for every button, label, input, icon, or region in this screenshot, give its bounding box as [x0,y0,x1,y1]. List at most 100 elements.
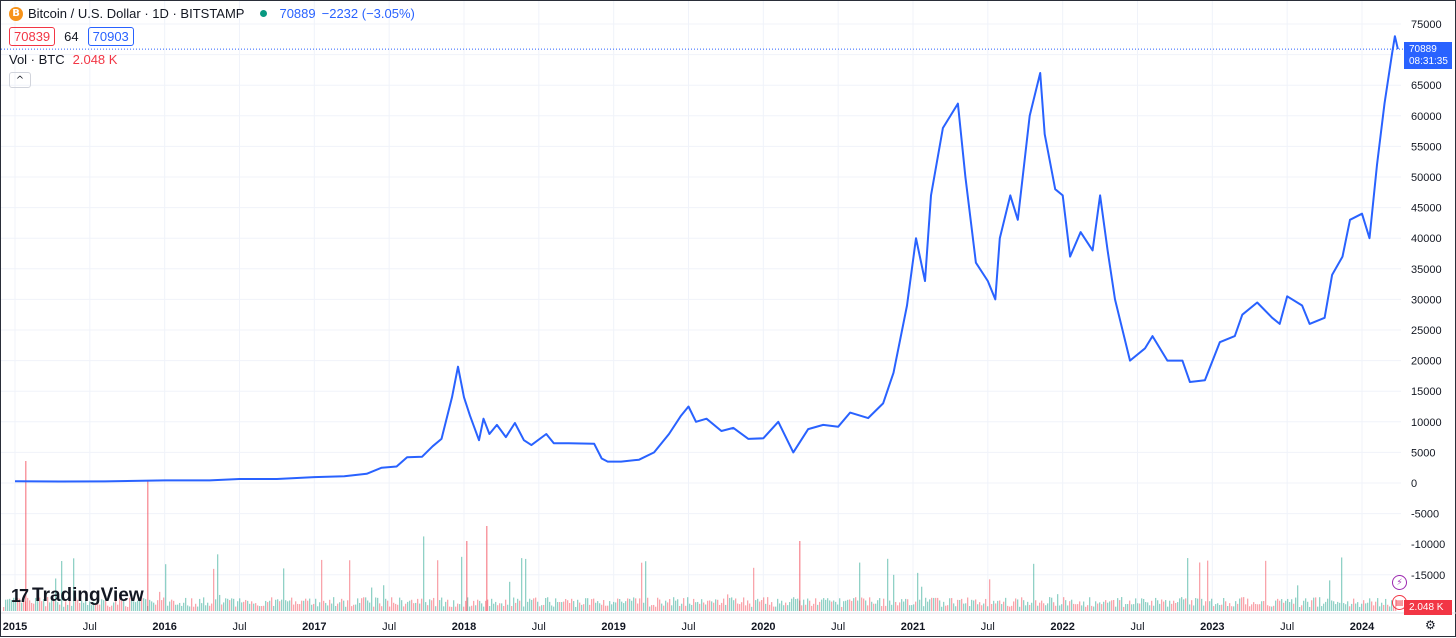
volume-bar [367,600,369,611]
volume-legend[interactable]: Vol · BTC 2.048 K [9,52,117,67]
volume-bar [109,606,111,611]
volume-bar [1155,597,1157,611]
volume-bar [1185,598,1187,611]
volume-bar [677,599,679,611]
price-axis[interactable]: 7500070000650006000055000500004500040000… [1411,19,1445,582]
volume-bar [227,598,229,611]
volume-bar [1087,605,1089,611]
buy-price-button[interactable]: 70903 [87,27,134,46]
lightning-event-icon[interactable]: ⚡ [1392,575,1407,590]
volume-bar [401,600,403,611]
volume-bar [273,605,275,611]
volume-bar [1121,597,1123,611]
volume-bar [873,603,875,611]
volume-bar [683,598,685,611]
volume-bar [315,598,317,611]
volume-bar [897,605,899,611]
volume-bar [1013,601,1015,611]
volume-bar [1287,598,1289,611]
volume-bar [229,600,231,611]
volume-bar [991,604,993,611]
volume-bar [771,602,773,611]
volume-bar [373,606,375,611]
volume-bar [243,601,245,611]
time-axis[interactable]: 2015 Jul 2016 Jul 2017 Jul 2018 Jul 2019 Jul 2020 J… [1,612,1456,633]
volume-bar [705,604,707,611]
market-open-dot-icon [260,10,268,17]
volume-bar [121,600,123,611]
volume-bar [341,598,343,611]
volume-bar [281,599,283,611]
volume-bar [1329,580,1331,611]
volume-bar [93,601,95,611]
volume-bar [869,597,871,611]
y-tick-label: -15000 [1411,570,1445,582]
volume-bar [207,602,209,611]
volume-bar [1157,600,1159,611]
volume-bar [579,602,581,611]
volume-bar [1243,597,1245,611]
volume-bar [985,598,987,611]
volume-bar [757,598,759,611]
volume-bar [453,600,455,611]
volume-bar [927,601,929,611]
volume-bar [231,598,233,611]
volume-bar [333,597,335,611]
volume-bar [1221,604,1223,611]
us-flag-event-icon[interactable]: ▤ [1392,595,1407,610]
volume-bar [1105,600,1107,611]
volume-bar [1179,598,1181,611]
volume-bar [665,600,667,611]
volume-bar [349,560,351,611]
volume-bar [361,598,363,611]
volume-bar [1193,605,1195,611]
btc-price-line [14,35,1399,483]
volume-bar [679,605,681,611]
volume-bar [235,606,237,611]
volume-bar [279,601,281,611]
volume-bar [1135,598,1137,611]
symbol-title[interactable]: Bitcoin / U.S. Dollar · 1D · BITSTAMP [28,6,245,21]
y-tick-label: 50000 [1411,172,1442,184]
collapse-legend-chevron-up-icon[interactable]: ^ [9,72,31,88]
volume-bar [549,601,551,611]
volume-bar [173,600,175,611]
volume-bar [589,604,591,611]
volume-bar [375,597,377,611]
volume-bar [1257,604,1259,611]
volume-bar [943,601,945,611]
volume-bar [671,605,673,611]
volume-bar [427,605,429,611]
volume-bar [397,604,399,611]
volume-bar [1237,603,1239,611]
volume-bar [113,602,115,611]
volume-bar [1353,598,1355,611]
volume-bar [803,599,805,611]
volume-bar [215,599,217,611]
volume-bar [829,600,831,611]
volume-bar [1057,594,1059,611]
volume-bar [469,606,471,611]
volume-bar [935,597,937,611]
volume-bar [105,600,107,611]
volume-bar [739,604,741,611]
symbol-header[interactable]: B Bitcoin / U.S. Dollar · 1D · BITSTAMP … [9,6,415,21]
volume-bar [877,600,879,611]
volume-bar [787,605,789,611]
volume-bar [1153,605,1155,611]
volume-bar [727,594,729,611]
y-tick-label: 65000 [1411,80,1442,92]
settings-gear-icon[interactable]: ⚙ [1425,618,1436,632]
volume-bar [41,601,43,611]
tradingview-logo[interactable]: 17 TradingView [11,585,144,607]
volume-bar [1183,599,1185,611]
volume-bar [1131,604,1133,611]
volume-bar [1247,598,1249,611]
sell-price-button[interactable]: 70839 [9,27,56,46]
volume-bar [115,599,117,611]
volume-bar [65,601,67,611]
volume-bar [1015,598,1017,611]
volume-bar [1039,602,1041,611]
